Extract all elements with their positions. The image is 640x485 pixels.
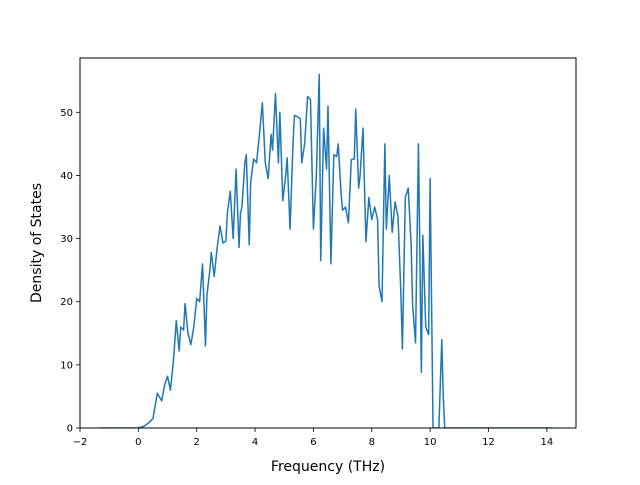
y-tick-label: 40 [60, 171, 73, 182]
y-axis: 0 10 20 30 40 50 [60, 108, 80, 435]
y-tick-label: 50 [60, 108, 73, 119]
x-tick-label: 8 [369, 437, 375, 448]
x-tick-label: 12 [482, 437, 495, 448]
x-tick-label: 0 [135, 437, 141, 448]
x-tick-label: 14 [540, 437, 553, 448]
dos-series-line-0 [100, 73, 553, 428]
x-tick-label: 6 [310, 437, 316, 448]
x-tick-label: 2 [194, 437, 200, 448]
y-tick-label: 20 [60, 297, 73, 308]
plot-frame [79, 57, 577, 429]
y-tick-label: 10 [60, 360, 73, 371]
x-axis: −2 0 2 4 6 8 10 12 14 [73, 428, 553, 448]
x-tick-label: 10 [424, 437, 437, 448]
x-tick-label: −2 [73, 437, 88, 448]
x-tick-label: 4 [252, 437, 258, 448]
y-axis-label: Density of States [29, 183, 45, 303]
y-tick-label: 30 [60, 234, 73, 245]
series-layer [100, 73, 553, 428]
y-tick-label: 0 [67, 424, 73, 435]
x-axis-label: Frequency (THz) [271, 459, 385, 475]
